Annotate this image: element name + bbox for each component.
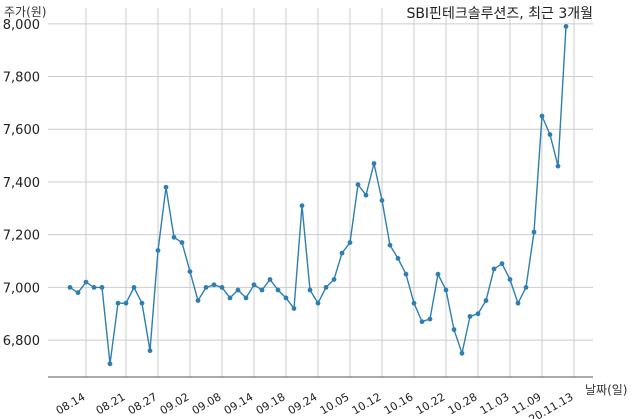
data-point [131, 284, 137, 290]
data-point [371, 161, 377, 166]
y-axis-label: 주가(원) [4, 5, 46, 19]
data-point [267, 277, 273, 282]
data-point [203, 284, 209, 290]
data-point [507, 277, 513, 282]
data-point [347, 240, 353, 245]
data-point [539, 113, 545, 119]
data-point [419, 319, 425, 325]
data-point [259, 287, 265, 293]
data-point [299, 203, 305, 209]
data-point [499, 261, 505, 267]
data-point [379, 198, 385, 203]
y-tick-label: 7,800 [3, 71, 40, 86]
data-point [491, 266, 497, 272]
data-point [363, 192, 369, 198]
data-point [139, 300, 145, 306]
x-tick-label: 08.14 [54, 390, 88, 417]
data-point [235, 287, 241, 293]
data-point [67, 284, 73, 290]
data-point [443, 287, 449, 293]
data-point [211, 282, 217, 288]
data-point [451, 327, 457, 332]
data-point [91, 284, 97, 290]
data-point [147, 348, 153, 354]
x-tick-label: 09.02 [158, 390, 192, 417]
x-tick-labels: 08.14 08.2108.2709.0209.0809.1409.1809.24… [54, 390, 576, 419]
data-point [291, 306, 297, 311]
data-point [395, 255, 401, 261]
data-point [99, 284, 105, 290]
data-point [115, 300, 121, 306]
data-point [75, 290, 81, 296]
x-tick-label: 09.24 [286, 390, 320, 417]
data-point [515, 300, 521, 306]
data-point [475, 311, 481, 317]
data-point [387, 242, 393, 248]
x-tick-label: 08.21 [94, 390, 128, 417]
data-point [251, 282, 257, 288]
data-point [283, 295, 289, 301]
y-tick-label: 6,800 [3, 334, 40, 349]
data-point [523, 284, 529, 290]
data-point [467, 313, 473, 319]
x-tick-label: 10.12 [350, 390, 384, 417]
y-tick-label: 7,400 [3, 176, 40, 191]
data-point [323, 284, 329, 290]
data-point [547, 132, 553, 137]
data-point [179, 240, 185, 245]
data-point [339, 250, 345, 256]
data-point [123, 300, 129, 306]
x-tick-label: 09.14 [222, 390, 256, 417]
x-tick-label: 08.27 [126, 390, 160, 417]
x-tick-label: 09.18 [254, 390, 288, 417]
data-point [83, 279, 89, 285]
chart-title: SBI핀테크솔루션즈, 최근 3개월 [406, 6, 593, 22]
y-tick-label: 8,000 [3, 18, 40, 33]
x-tick-label: 09.08 [190, 390, 224, 417]
data-point [531, 229, 537, 235]
data-point [355, 182, 361, 187]
data-point [427, 316, 433, 322]
x-tick-label: 11.03 [478, 390, 512, 417]
x-axis-label: 날짜(일) [585, 383, 627, 397]
data-point [307, 287, 313, 293]
data-point [171, 234, 177, 240]
data-point [555, 163, 561, 169]
y-tick-label: 7,000 [3, 281, 40, 296]
data-point [411, 300, 417, 306]
x-tick-label: 10.28 [446, 390, 480, 417]
data-point [563, 24, 569, 29]
data-point [107, 361, 113, 367]
price-points [67, 24, 569, 367]
data-point [219, 284, 225, 290]
data-point [227, 295, 233, 301]
data-point [483, 298, 489, 303]
y-tick-label: 7,600 [3, 123, 40, 138]
data-point [435, 271, 441, 277]
x-tick-label: 10.22 [414, 390, 448, 417]
data-point [459, 350, 465, 356]
data-point [243, 295, 249, 301]
x-tick-label: 10.16 [382, 390, 416, 417]
data-point [403, 271, 409, 277]
y-tick-labels: 6,800 7,000 7,200 7,400 7,600 7,800 8,000 [3, 18, 40, 349]
data-point [331, 277, 337, 282]
data-point [187, 269, 193, 274]
grid [48, 8, 593, 377]
x-tick-label: 10.05 [318, 390, 352, 417]
data-point [315, 300, 321, 306]
data-point [195, 298, 201, 303]
data-point [275, 287, 281, 293]
y-tick-label: 7,200 [3, 229, 40, 244]
data-point [163, 184, 169, 190]
data-point [155, 248, 161, 253]
